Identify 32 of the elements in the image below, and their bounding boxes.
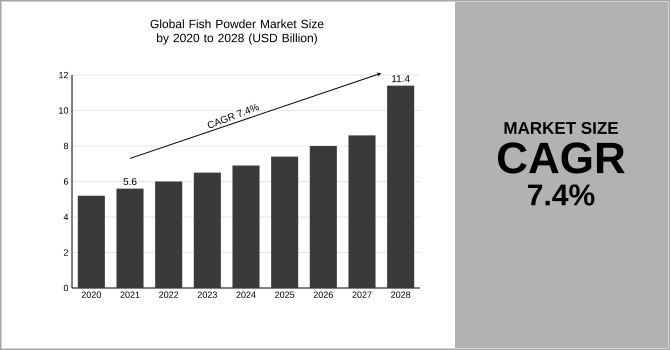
- y-tick-label: 6: [64, 178, 68, 185]
- data-label: 11.4: [392, 75, 410, 82]
- text: CAGR: [498, 142, 625, 174]
- y-tick-label: 0: [64, 284, 68, 292]
- y-tick-label: 2: [64, 249, 68, 256]
- x-tick-label: 2021: [120, 292, 140, 298]
- x-tick-label: 2027: [352, 292, 372, 298]
- x-tick-label: 2023: [198, 292, 217, 298]
- bar: [271, 156, 298, 288]
- bar: [387, 86, 414, 288]
- x-tick-label: 2024: [236, 292, 256, 298]
- x-tick-label: 2028: [391, 292, 410, 298]
- x-tick-label: 2025: [275, 292, 294, 298]
- bar: [310, 146, 337, 288]
- y-tick-label: 4: [64, 214, 68, 220]
- annotation: CAGR 7.4%: [208, 104, 259, 128]
- chart-title: Global Fish Powder Market Size by 2020 to 2028 (USD Billion): [150, 19, 324, 45]
- bar: [194, 172, 221, 288]
- y-tick-label: 10: [59, 107, 68, 114]
- x-tick-label: 2022: [159, 292, 178, 298]
- bar: [116, 188, 144, 288]
- y-tick-label: 8: [64, 142, 68, 150]
- bar: [232, 166, 260, 288]
- x-tick-label: 2020: [82, 292, 101, 298]
- x-tick-label: 2026: [314, 292, 333, 298]
- bar: [78, 196, 105, 288]
- data-label: 5.6: [123, 178, 137, 186]
- bar: [348, 135, 376, 288]
- text: MARKET SIZE: [504, 122, 618, 134]
- text: 7.4%: [528, 184, 594, 206]
- bar: [155, 181, 182, 288]
- y-tick-label: 12: [59, 72, 68, 78]
